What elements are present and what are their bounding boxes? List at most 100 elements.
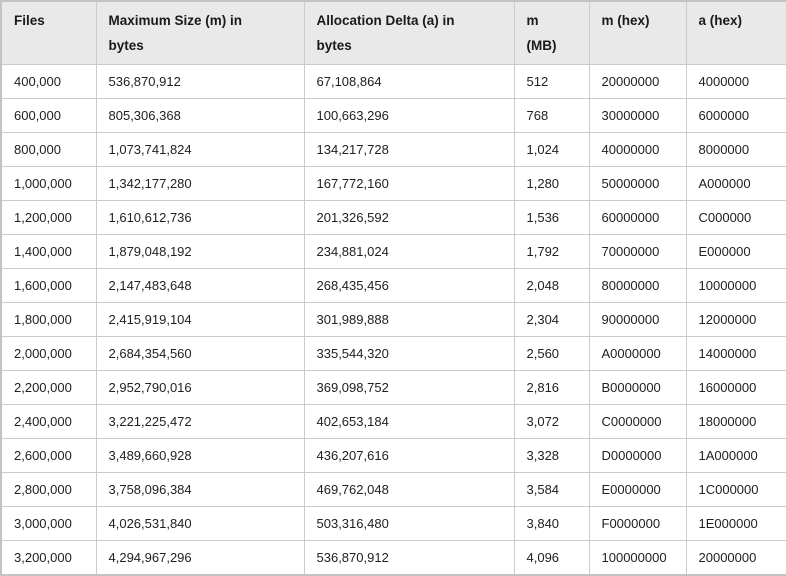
cell-m-hex: 80000000 [588,268,687,303]
cell-m-mb: 1,280 [513,166,590,201]
cell-a-hex: 18000000 [685,404,786,439]
cell-maximum-size-bytes: 4,026,531,840 [95,506,305,541]
cell-files: 3,000,000 [0,506,97,541]
cell-a-hex: 10000000 [685,268,786,303]
cell-m-mb: 1,792 [513,234,590,269]
column-header-files: Files [0,0,97,65]
table-header-row: Files Maximum Size (m) in bytes Allocati… [0,0,786,65]
column-header-m-mb: m (MB) [513,0,590,65]
cell-a-hex: 14000000 [685,336,786,371]
cell-a-hex: 16000000 [685,370,786,405]
cell-m-mb: 768 [513,98,590,133]
table-body: 400,000 536,870,912 67,108,864 512 20000000 4… [0,64,786,576]
cell-maximum-size-bytes: 2,415,919,104 [95,302,305,337]
cell-m-hex: 70000000 [588,234,687,269]
cell-allocation-delta-bytes: 503,316,480 [303,506,515,541]
cell-m-hex: C0000000 [588,404,687,439]
cell-files: 1,800,000 [0,302,97,337]
table-row: 800,000 1,073,741,824 134,217,728 1,024 4000… [0,132,786,167]
cell-files: 1,400,000 [0,234,97,269]
cell-files: 2,400,000 [0,404,97,439]
cell-m-mb: 2,560 [513,336,590,371]
table-row: 400,000 536,870,912 67,108,864 512 20000000 4… [0,64,786,99]
cell-maximum-size-bytes: 3,758,096,384 [95,472,305,507]
table-row: 2,400,000 3,221,225,472 402,653,184 3,072 C0… [0,404,786,439]
table-row: 600,000 805,306,368 100,663,296 768 30000000… [0,98,786,133]
cell-m-mb: 3,328 [513,438,590,473]
table-row: 2,800,000 3,758,096,384 469,762,048 3,584 E0… [0,472,786,507]
cell-allocation-delta-bytes: 536,870,912 [303,540,515,576]
table-row: 1,200,000 1,610,612,736 201,326,592 1,536 60… [0,200,786,235]
cell-files: 800,000 [0,132,97,167]
cell-a-hex: 6000000 [685,98,786,133]
cell-m-mb: 3,584 [513,472,590,507]
cell-m-mb: 3,840 [513,506,590,541]
cell-m-mb: 1,536 [513,200,590,235]
table-row: 1,800,000 2,415,919,104 301,989,888 2,304 90… [0,302,786,337]
cell-m-hex: 40000000 [588,132,687,167]
cell-maximum-size-bytes: 2,684,354,560 [95,336,305,371]
cell-maximum-size-bytes: 3,489,660,928 [95,438,305,473]
cell-allocation-delta-bytes: 335,544,320 [303,336,515,371]
table-row: 3,200,000 4,294,967,296 536,870,912 4,096 10… [0,540,786,576]
cell-allocation-delta-bytes: 301,989,888 [303,302,515,337]
cell-allocation-delta-bytes: 67,108,864 [303,64,515,99]
cell-files: 2,600,000 [0,438,97,473]
cell-m-hex: 30000000 [588,98,687,133]
cell-m-hex: 60000000 [588,200,687,235]
cell-files: 2,000,000 [0,336,97,371]
cell-maximum-size-bytes: 1,073,741,824 [95,132,305,167]
cell-allocation-delta-bytes: 436,207,616 [303,438,515,473]
cell-m-hex: 90000000 [588,302,687,337]
cell-maximum-size-bytes: 2,952,790,016 [95,370,305,405]
cell-files: 2,800,000 [0,472,97,507]
cell-m-mb: 512 [513,64,590,99]
cell-maximum-size-bytes: 1,610,612,736 [95,200,305,235]
column-header-m-hex: m (hex) [588,0,687,65]
cell-a-hex: 1A000000 [685,438,786,473]
cell-allocation-delta-bytes: 369,098,752 [303,370,515,405]
cell-files: 400,000 [0,64,97,99]
cell-allocation-delta-bytes: 469,762,048 [303,472,515,507]
column-header-maximum-size: Maximum Size (m) in bytes [95,0,305,65]
cell-a-hex: 1C000000 [685,472,786,507]
cell-a-hex: 1E000000 [685,506,786,541]
table-row: 2,600,000 3,489,660,928 436,207,616 3,328 D0… [0,438,786,473]
table-row: 3,000,000 4,026,531,840 503,316,480 3,840 F0… [0,506,786,541]
cell-files: 1,600,000 [0,268,97,303]
cell-allocation-delta-bytes: 402,653,184 [303,404,515,439]
cell-a-hex: C000000 [685,200,786,235]
cell-files: 1,000,000 [0,166,97,201]
cell-m-hex: E0000000 [588,472,687,507]
table-row: 1,400,000 1,879,048,192 234,881,024 1,792 70… [0,234,786,269]
cell-a-hex: E000000 [685,234,786,269]
cell-a-hex: 8000000 [685,132,786,167]
column-header-a-hex: a (hex) [685,0,786,65]
table-row: 1,600,000 2,147,483,648 268,435,456 2,048 80… [0,268,786,303]
cell-maximum-size-bytes: 805,306,368 [95,98,305,133]
cell-m-mb: 2,816 [513,370,590,405]
cell-files: 1,200,000 [0,200,97,235]
cell-allocation-delta-bytes: 201,326,592 [303,200,515,235]
cell-maximum-size-bytes: 536,870,912 [95,64,305,99]
cell-allocation-delta-bytes: 134,217,728 [303,132,515,167]
cell-m-mb: 3,072 [513,404,590,439]
table-header: Files Maximum Size (m) in bytes Allocati… [0,0,786,65]
cell-m-mb: 2,048 [513,268,590,303]
cell-allocation-delta-bytes: 234,881,024 [303,234,515,269]
cell-a-hex: 20000000 [685,540,786,576]
cell-a-hex: 4000000 [685,64,786,99]
cell-m-mb: 4,096 [513,540,590,576]
cell-m-hex: 100000000 [588,540,687,576]
column-header-allocation-delta: Allocation Delta (a) in bytes [303,0,515,65]
cell-m-hex: B0000000 [588,370,687,405]
cell-maximum-size-bytes: 1,342,177,280 [95,166,305,201]
cell-maximum-size-bytes: 1,879,048,192 [95,234,305,269]
cell-m-hex: F0000000 [588,506,687,541]
cell-allocation-delta-bytes: 100,663,296 [303,98,515,133]
cell-a-hex: A000000 [685,166,786,201]
cell-m-hex: 50000000 [588,166,687,201]
cell-maximum-size-bytes: 3,221,225,472 [95,404,305,439]
